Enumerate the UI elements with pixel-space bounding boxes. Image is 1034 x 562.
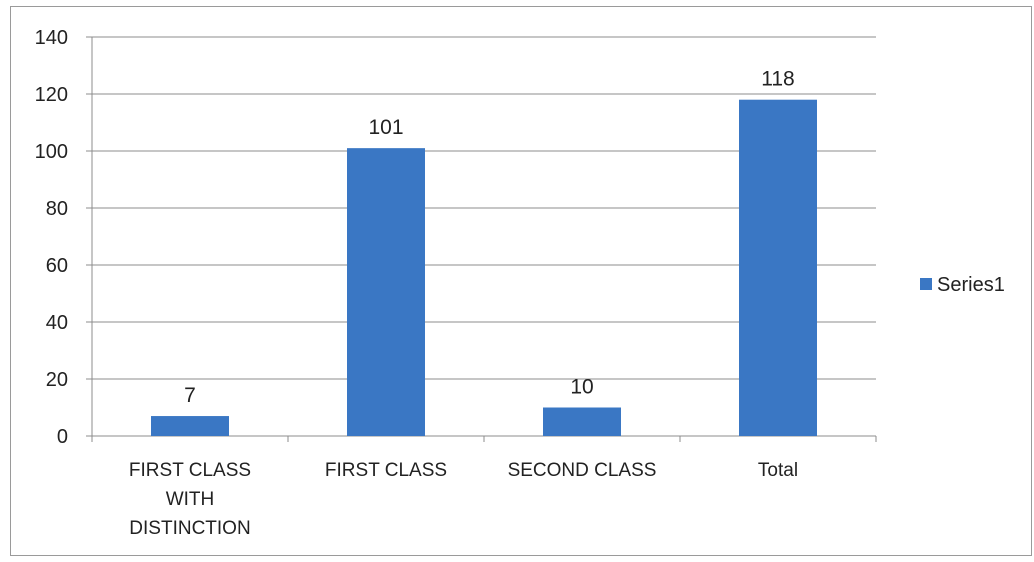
category-label: SECOND CLASS <box>508 460 657 481</box>
bars <box>151 99 817 436</box>
category-label: Total <box>758 460 798 481</box>
data-label: 10 <box>570 376 593 399</box>
legend-label: Series1 <box>937 274 1005 296</box>
bar <box>543 407 621 436</box>
y-tick-label: 0 <box>57 426 68 448</box>
y-tick-label: 140 <box>35 27 68 49</box>
category-label: FIRST CLASS <box>129 460 251 481</box>
chart-frame <box>10 6 1032 556</box>
data-label: 101 <box>368 116 403 139</box>
y-tick-label: 40 <box>46 312 68 334</box>
bar <box>151 416 229 436</box>
data-label: 7 <box>184 384 196 407</box>
legend: Series1 <box>920 274 1005 296</box>
labels: 0 20 40 60 80 100 120 140 7 FIRST CLASS WITH DISTIN… <box>35 27 798 539</box>
category-label: FIRST CLASS <box>325 460 447 481</box>
y-tick-label: 80 <box>46 198 68 220</box>
y-tick-label: 120 <box>35 84 68 106</box>
y-tick-label: 20 <box>46 369 68 391</box>
y-tick-label: 100 <box>35 141 68 163</box>
category-label: WITH <box>166 489 215 510</box>
legend-swatch <box>920 278 932 290</box>
y-tick-label: 60 <box>46 255 68 277</box>
category-label: DISTINCTION <box>129 518 250 539</box>
bar <box>347 148 425 436</box>
bar <box>739 99 817 436</box>
data-label: 118 <box>761 68 794 91</box>
